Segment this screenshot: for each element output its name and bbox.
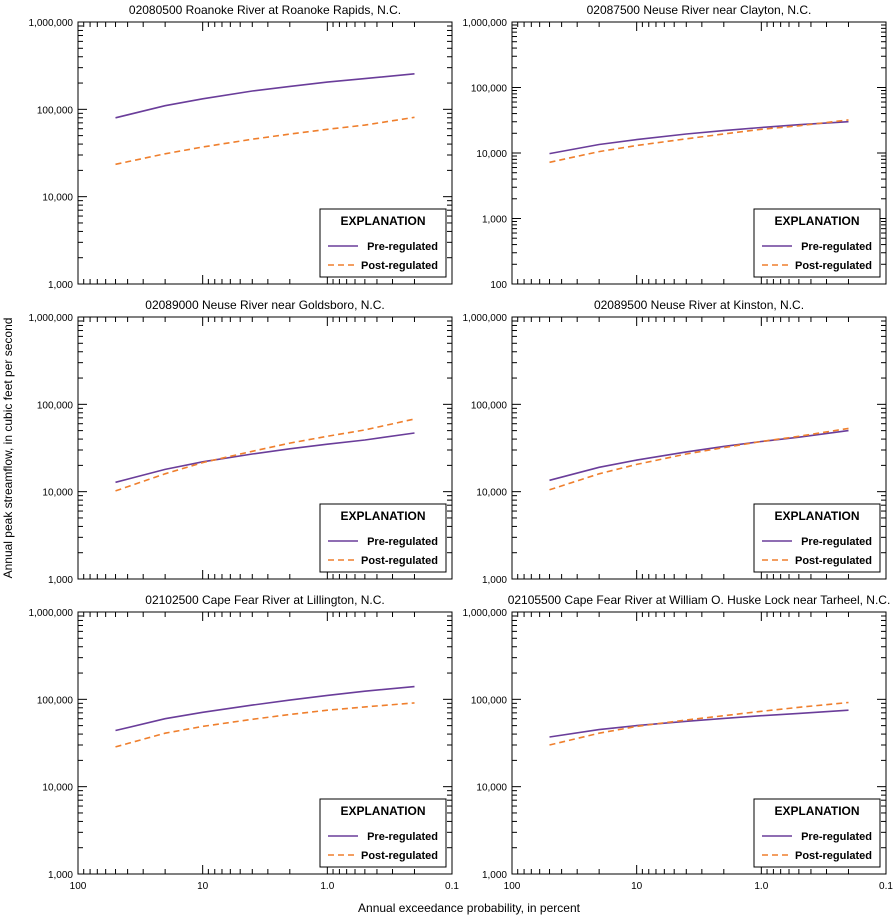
y-tick-label: 1,000	[482, 215, 507, 226]
y-tick-label: 1,000	[48, 280, 73, 291]
post-regulated-line	[115, 116, 415, 166]
x-tick-label: 100	[504, 881, 521, 892]
y-tick-label: 1,000,000	[463, 313, 508, 324]
chart-title: 02105500 Cape Fear River at William O. H…	[508, 593, 891, 607]
y-tick-label: 1,000,000	[463, 18, 508, 29]
x-tick-label: 1.0	[754, 881, 768, 892]
pre-regulated-line	[549, 120, 849, 155]
post-regulated-line	[549, 119, 849, 164]
y-tick-label: 1,000,000	[29, 608, 74, 619]
plot-frame	[77, 611, 453, 875]
legend: EXPLANATION Pre-regulated Post-regulated	[319, 503, 447, 573]
pre-regulated-line	[549, 709, 849, 738]
y-tick-label: 100,000	[37, 400, 74, 411]
y-tick-label: 100,000	[471, 400, 508, 411]
legend-pre-label: Pre-regulated	[367, 241, 438, 253]
legend-pre-label: Pre-regulated	[801, 241, 872, 253]
y-axis-label: Annual peak streamflow, in cubic feet pe…	[1, 318, 15, 579]
legend-pre-label: Pre-regulated	[367, 536, 438, 548]
x-tick-label: 10	[197, 881, 209, 892]
chart-panel-4: 02089500 Neuse River at Kinston, N.C. 1,0…	[463, 298, 887, 586]
y-tick-label: 1,000	[48, 575, 73, 586]
legend-post-label: Post-regulated	[361, 260, 438, 272]
y-tick-label: 1,000	[48, 870, 73, 881]
legend-title: EXPLANATION	[340, 509, 425, 523]
pre-regulated-line	[115, 73, 415, 119]
legend-pre-label: Pre-regulated	[801, 536, 872, 548]
chart-title: 02089000 Neuse River near Goldsboro, N.C…	[145, 298, 384, 312]
post-regulated-line	[549, 427, 849, 491]
legend: EXPLANATION Pre-regulated Post-regulated	[753, 208, 881, 278]
chart-panel-1: 02080500 Roanoke River at Roanoke Rapids…	[29, 3, 453, 291]
legend-post-label: Post-regulated	[361, 850, 438, 862]
x-tick-label: 10	[631, 881, 643, 892]
y-tick-label: 1,000,000	[29, 313, 74, 324]
chart-title: 02087500 Neuse River near Clayton, N.C.	[587, 3, 812, 17]
legend-title: EXPLANATION	[774, 509, 859, 523]
y-tick-label: 1,000	[482, 575, 507, 586]
x-tick-label: 0.1	[879, 881, 893, 892]
y-tick-label: 10,000	[42, 783, 73, 794]
y-tick-label: 10,000	[476, 488, 507, 499]
legend-pre-label: Pre-regulated	[367, 831, 438, 843]
chart-panel-5: 02102500 Cape Fear River at Lillington, …	[29, 593, 460, 892]
plot-frame	[511, 611, 887, 875]
chart-panel-6: 02105500 Cape Fear River at William O. H…	[463, 593, 894, 892]
legend-post-label: Post-regulated	[361, 555, 438, 567]
legend-pre-label: Pre-regulated	[801, 831, 872, 843]
legend-post-label: Post-regulated	[795, 555, 872, 567]
chart-panel-3: 02089000 Neuse River near Goldsboro, N.C…	[29, 298, 453, 586]
chart-panel-2: 02087500 Neuse River near Clayton, N.C. 1…	[463, 3, 887, 291]
legend-title: EXPLANATION	[774, 804, 859, 818]
legend: EXPLANATION Pre-regulated Post-regulated	[753, 798, 881, 868]
legend: EXPLANATION Pre-regulated Post-regulated	[319, 208, 447, 278]
y-tick-label: 1,000,000	[29, 18, 74, 29]
chart-title: 02102500 Cape Fear River at Lillington, …	[145, 593, 384, 607]
post-regulated-line	[115, 418, 415, 492]
pre-regulated-line	[115, 685, 415, 732]
y-tick-label: 100	[490, 280, 507, 291]
y-tick-label: 100,000	[37, 105, 74, 116]
y-tick-label: 1,000,000	[463, 608, 508, 619]
legend-post-label: Post-regulated	[795, 850, 872, 862]
plot-frame	[77, 21, 453, 285]
y-tick-label: 100,000	[471, 84, 508, 95]
legend: EXPLANATION Pre-regulated Post-regulated	[319, 798, 447, 868]
x-tick-label: 1.0	[320, 881, 334, 892]
chart-title: 02089500 Neuse River at Kinston, N.C.	[594, 298, 804, 312]
legend: EXPLANATION Pre-regulated Post-regulated	[753, 503, 881, 573]
y-tick-label: 10,000	[476, 783, 507, 794]
pre-regulated-line	[549, 429, 849, 482]
legend-title: EXPLANATION	[774, 214, 859, 228]
y-tick-label: 100,000	[471, 695, 508, 706]
legend-title: EXPLANATION	[340, 804, 425, 818]
x-tick-label: 0.1	[445, 881, 459, 892]
pre-regulated-line	[115, 432, 415, 484]
y-tick-label: 100,000	[37, 695, 74, 706]
y-tick-label: 1,000	[482, 870, 507, 881]
plot-frame	[511, 316, 887, 580]
x-axis-label: Annual exceedance probability, in percen…	[358, 901, 581, 915]
post-regulated-line	[549, 701, 849, 746]
legend-post-label: Post-regulated	[795, 260, 872, 272]
chart-title: 02080500 Roanoke River at Roanoke Rapids…	[129, 3, 401, 17]
legend-title: EXPLANATION	[340, 214, 425, 228]
x-tick-label: 100	[70, 881, 87, 892]
y-tick-label: 10,000	[476, 149, 507, 160]
post-regulated-line	[115, 702, 415, 748]
plot-frame	[77, 316, 453, 580]
y-tick-label: 10,000	[42, 488, 73, 499]
y-tick-label: 10,000	[42, 193, 73, 204]
